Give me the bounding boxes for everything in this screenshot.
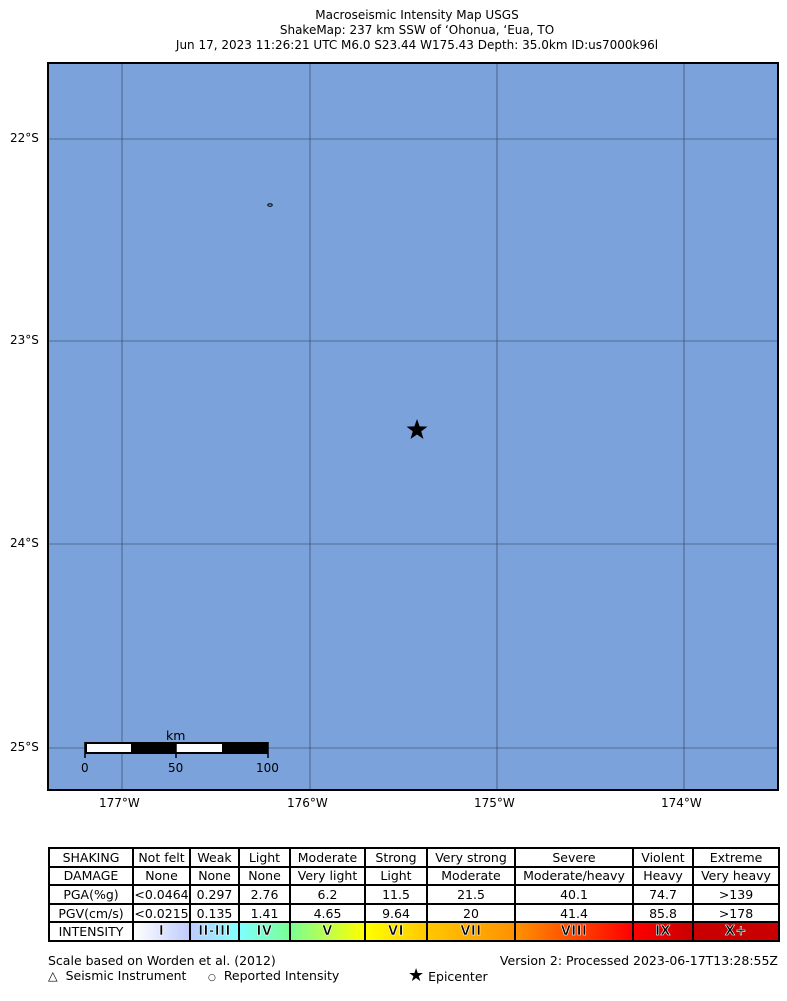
lat-label: 23°S [10, 333, 39, 347]
map-title: Macroseismic Intensity Map USGS ShakeMap… [0, 8, 787, 53]
intensity-legend-table: SHAKING Not felt Weak Light Moderate Strong Ve… [48, 847, 780, 942]
damage-cell: Heavy [632, 865, 694, 887]
pga-cell: 6.2 [289, 884, 366, 905]
intensity-cell: X+ [692, 921, 780, 942]
intensity-cell: IX [632, 921, 694, 942]
intensity-cell: I [132, 921, 191, 942]
damage-cell: None [189, 865, 240, 887]
pgv-cell: 20 [426, 902, 516, 924]
scalebar-label: 0 [81, 761, 89, 775]
legend-row-pgv: PGV(cm/s) <0.0215 0.135 1.41 4.65 9.64 20 41.4 8… [48, 902, 780, 924]
pgv-cell: >178 [692, 902, 780, 924]
shaking-cell: Moderate [289, 847, 366, 868]
lat-label: 25°S [10, 740, 39, 754]
legend-row-intensity: INTENSITY I II-III IV V VI VII VIII IX X+ [48, 921, 780, 942]
intensity-cell: VI [364, 921, 428, 942]
pga-cell: 74.7 [632, 884, 694, 905]
pga-cell: 0.297 [189, 884, 240, 905]
intensity-cell: VII [426, 921, 516, 942]
legend-row-damage: DAMAGE None None None Very light Light Moderat… [48, 865, 780, 887]
pgv-cell: 85.8 [632, 902, 694, 924]
pga-cell: 40.1 [514, 884, 634, 905]
pgv-cell: 41.4 [514, 902, 634, 924]
damage-cell: Moderate/heavy [514, 865, 634, 887]
lon-label: 174°W [661, 796, 702, 810]
shaking-cell: Violent [632, 847, 694, 868]
pgv-cell: 4.65 [289, 902, 366, 924]
shaking-cell: Severe [514, 847, 634, 868]
legend-row-pga: PGA(%g) <0.0464 0.297 2.76 6.2 11.5 21.5 40.1 74… [48, 884, 780, 905]
pga-cell: 11.5 [364, 884, 428, 905]
lat-label: 22°S [10, 131, 39, 145]
legend-row-shaking: SHAKING Not felt Weak Light Moderate Strong Ve… [48, 847, 780, 868]
title-line1: Macroseismic Intensity Map USGS [315, 8, 519, 22]
pga-cell: 21.5 [426, 884, 516, 905]
lat-label: 24°S [10, 536, 39, 550]
title-line3: Jun 17, 2023 11:26:21 UTC M6.0 S23.44 W1… [175, 38, 659, 52]
pga-cell: >139 [692, 884, 780, 905]
graticule [48, 63, 778, 790]
row-label: PGV(cm/s) [48, 902, 134, 924]
seismic-instrument-label: Seismic Instrument [65, 968, 187, 983]
damage-cell: Very heavy [692, 865, 780, 887]
triangle-icon: △ [48, 968, 58, 983]
intensity-cell: IV [238, 921, 291, 942]
lon-label: 177°W [99, 796, 140, 810]
version-text: Version 2: Processed 2023-06-17T13:28:55… [499, 953, 778, 968]
lon-label: 176°W [287, 796, 328, 810]
pgv-cell: 9.64 [364, 902, 428, 924]
pgv-cell: <0.0215 [132, 902, 191, 924]
shaking-cell: Not felt [132, 847, 191, 868]
row-label: INTENSITY [48, 921, 134, 942]
damage-cell: Moderate [426, 865, 516, 887]
epicenter-star-icon [406, 419, 428, 439]
shaking-cell: Light [238, 847, 291, 868]
circle-icon: ○ [208, 973, 216, 983]
island [267, 203, 273, 207]
pgv-cell: 1.41 [238, 902, 291, 924]
title-line2: ShakeMap: 237 km SSW of ‘Ohonua, ‘Eua, T… [279, 23, 555, 37]
damage-cell: Light [364, 865, 428, 887]
shaking-cell: Very strong [426, 847, 516, 868]
row-label: PGA(%g) [48, 884, 134, 905]
epicenter-label: Epicenter [428, 969, 488, 984]
map-frame [47, 62, 779, 791]
scale-bar [84, 742, 269, 758]
damage-cell: Very light [289, 865, 366, 887]
scalebar-label: 100 [256, 761, 279, 775]
intensity-cell: VIII [514, 921, 634, 942]
shaking-cell: Extreme [692, 847, 780, 868]
pgv-cell: 0.135 [189, 902, 240, 924]
damage-cell: None [132, 865, 191, 887]
pga-cell: <0.0464 [132, 884, 191, 905]
row-label: SHAKING [48, 847, 134, 868]
pga-cell: 2.76 [238, 884, 291, 905]
row-label: DAMAGE [48, 865, 134, 887]
lon-label: 175°W [474, 796, 515, 810]
damage-cell: None [238, 865, 291, 887]
intensity-map [47, 62, 779, 791]
intensity-cell: V [289, 921, 366, 942]
scale-note: Scale based on Worden et al. (2012) [48, 953, 276, 968]
scalebar-unit: km [166, 728, 186, 743]
star-icon: ★ [408, 965, 425, 986]
scalebar-label: 50 [168, 761, 184, 775]
intensity-cell: II-III [189, 921, 240, 942]
reported-intensity-label: Reported Intensity [223, 968, 340, 983]
shaking-cell: Strong [364, 847, 428, 868]
shaking-cell: Weak [189, 847, 240, 868]
